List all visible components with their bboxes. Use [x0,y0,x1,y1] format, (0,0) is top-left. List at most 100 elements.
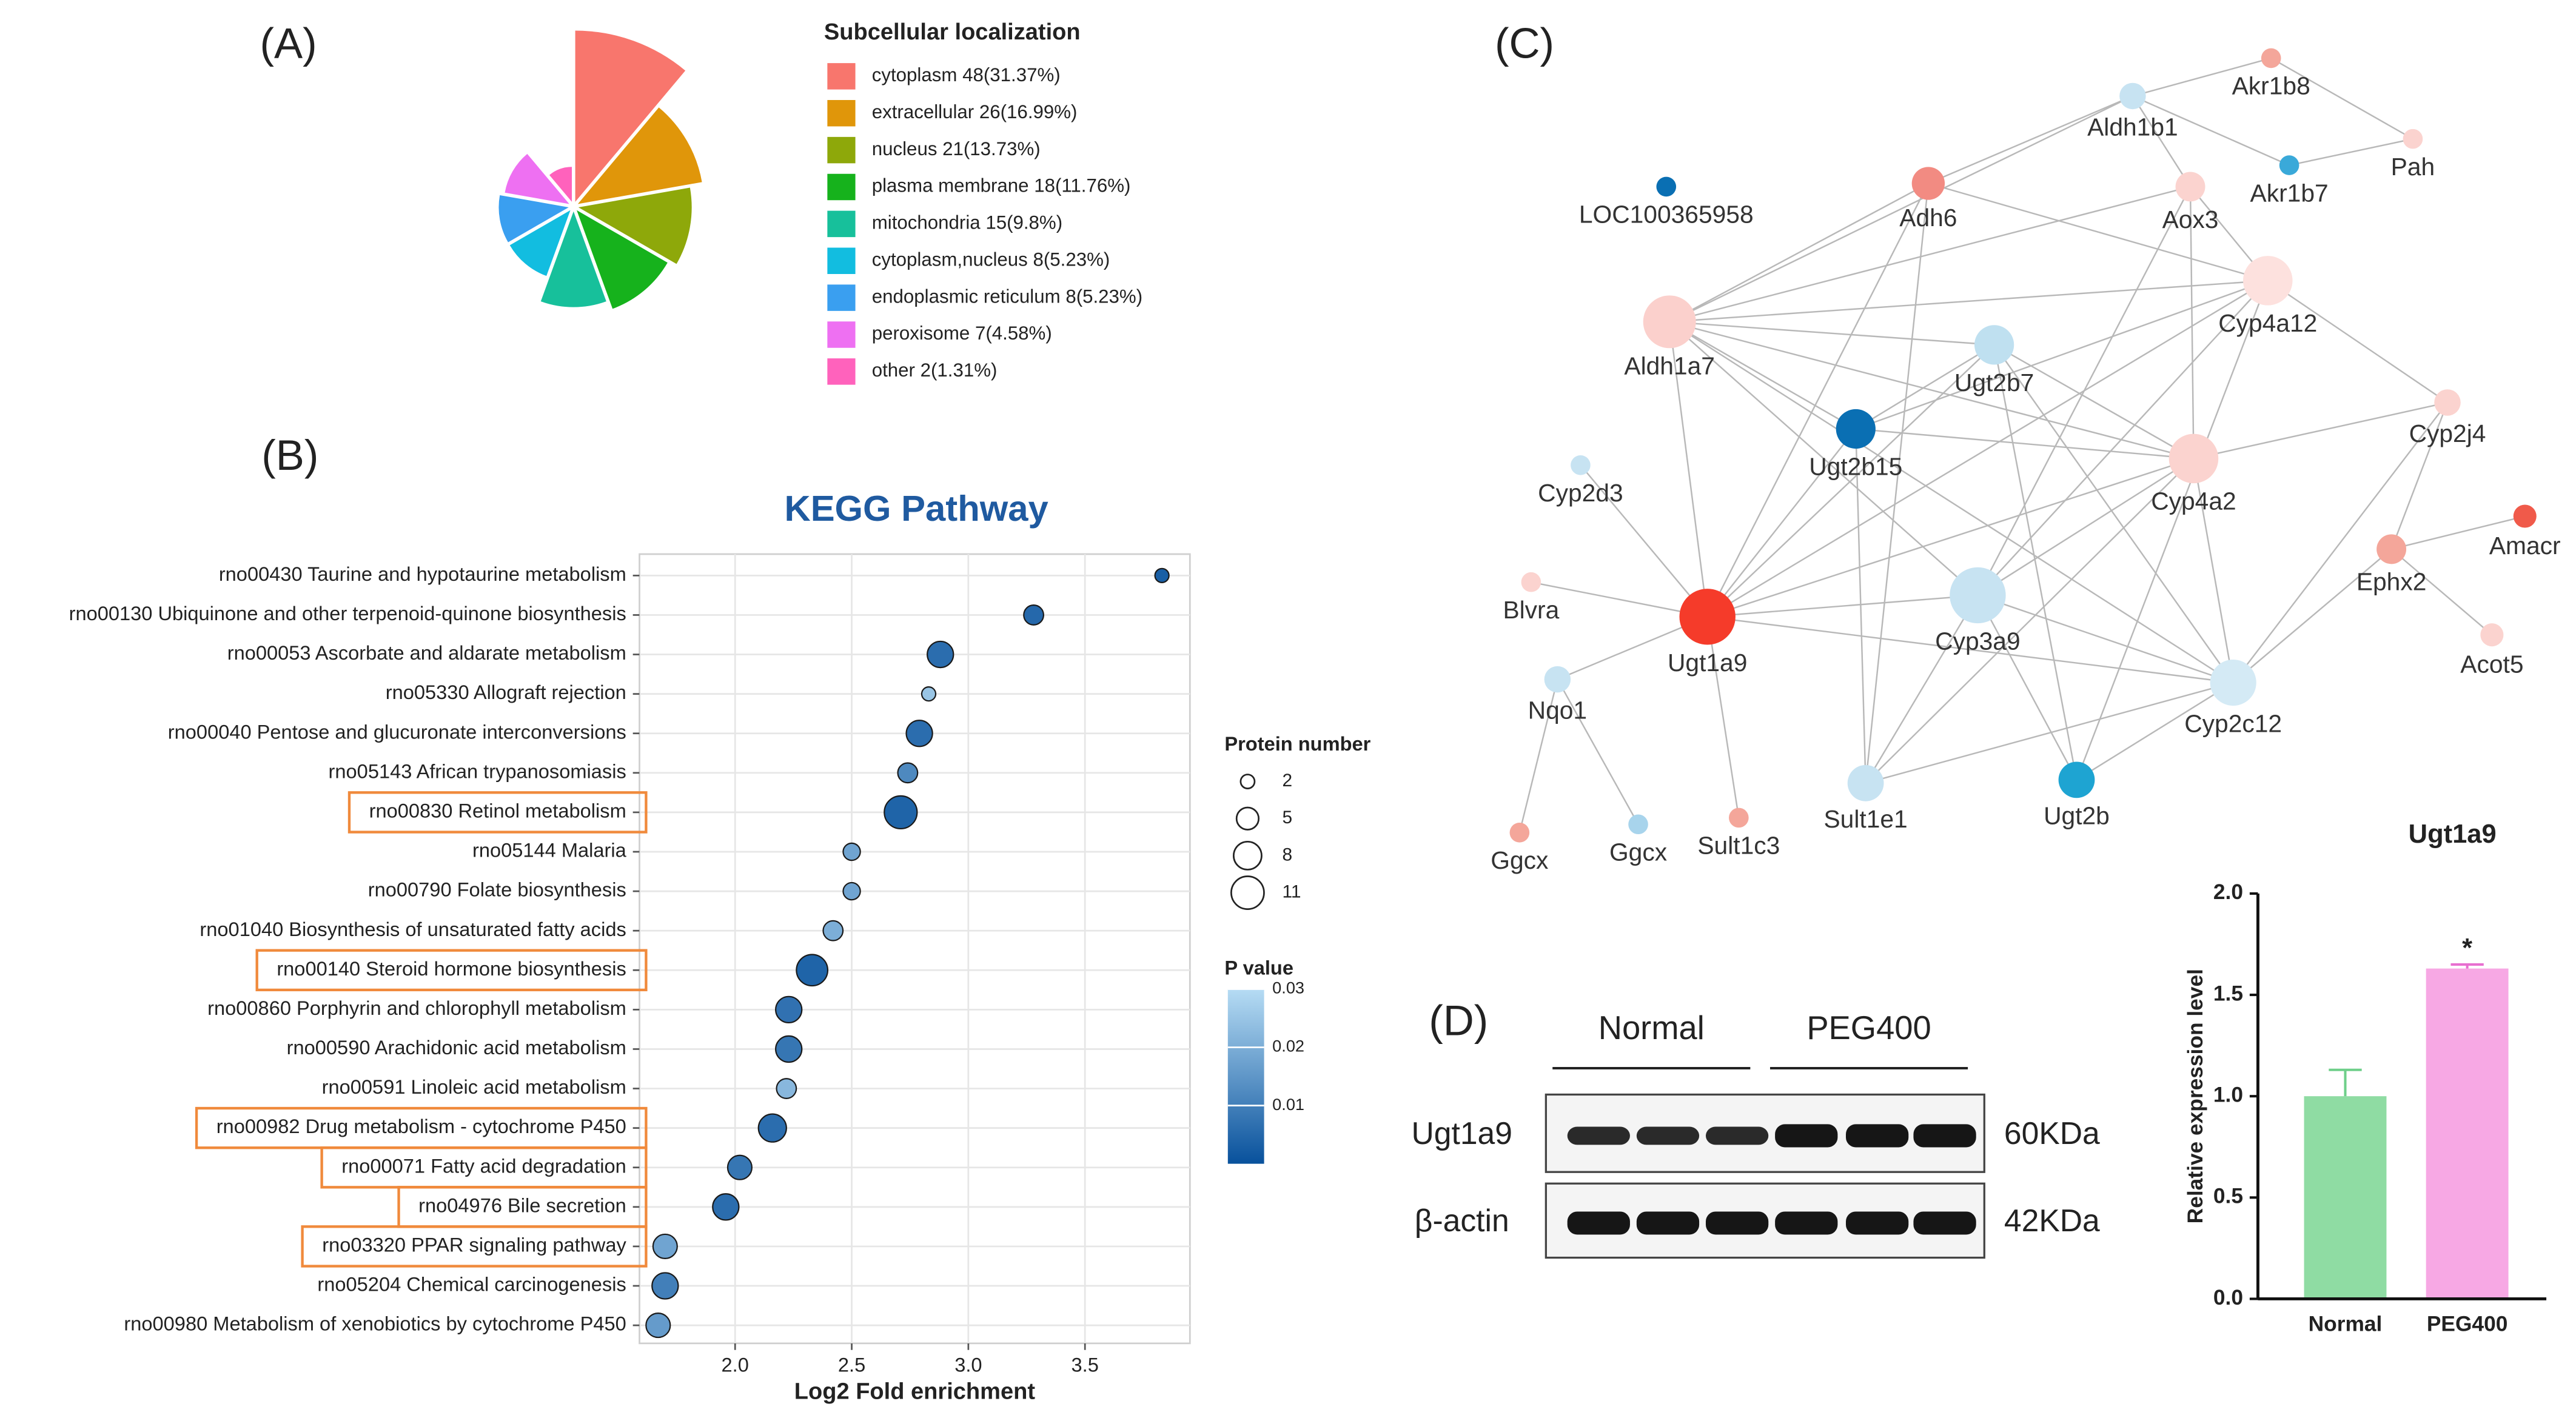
network-node [1643,295,1696,349]
x-tick-label: Normal [2309,1312,2383,1336]
bubble [757,1113,787,1143]
network-node [2434,389,2461,416]
blot-band [1567,1211,1630,1235]
highlight-box [301,1225,648,1268]
network-node [2175,172,2205,202]
y-tick-label: rno05204 Chemical carcinogenesis [317,1273,626,1296]
bubble [1154,567,1170,583]
blot-band [1705,1126,1769,1145]
y-tick-label: rno00830 Retinol metabolism [369,800,626,822]
blot-band [1567,1126,1630,1145]
network-edge [1669,321,1994,346]
network-edge [1669,186,2191,323]
node-label: Aox3 [2162,206,2219,233]
color-legend-title: P value [1224,957,1293,979]
network-edge [1977,595,2078,780]
bubble [652,1233,678,1259]
y-tick-label: rno04976 Bile secretion [418,1194,626,1216]
legend-label: mitochondria 15(9.8%) [872,212,1062,233]
node-label: Amacr [2489,532,2561,560]
rose-wedge [505,153,569,204]
y-tick-label: rno00130 Ubiquinone and other terpenoid-… [69,602,626,624]
y-tick-label: rno00982 Drug metabolism - cytochrome P4… [216,1115,626,1137]
network-edge [1531,581,1708,618]
x-axis-title: Log2 Fold enrichment [794,1379,1036,1404]
node-label: Adh6 [1899,204,1957,232]
node-label: Ugt2b7 [1954,369,2034,396]
bubble [822,920,844,941]
legend-swatch [827,321,856,348]
network-node [2279,155,2299,175]
chart-title: KEGG Pathway [785,488,1048,529]
network-node [2168,433,2219,484]
network-node [1974,325,2014,365]
node-label: Pah [2391,153,2435,181]
legend-label: extracellular 26(16.99%) [872,101,1078,122]
network-edge [2132,57,2272,97]
y-axis-title: Relative expression level [2184,969,2207,1223]
size-legend-label: 8 [1282,844,1292,865]
network-edge [1669,279,2268,323]
network-edge [2132,95,2290,166]
size-legend-label: 2 [1282,771,1292,791]
rose-wedge [578,187,692,264]
bubble [712,1193,740,1221]
node-label: Aldh1b1 [2087,113,2178,141]
chart-title: Ugt1a9 [2409,820,2497,849]
size-legend-label: 5 [1282,808,1292,828]
bubble [921,686,937,702]
node-label: Cyp2d3 [1538,479,1623,507]
blot-band [1845,1124,1909,1148]
legend-label: peroxisome 7(4.58%) [872,323,1052,344]
network-edge [1706,428,1857,618]
network-edge [2390,548,2493,636]
node-label: Sult1c3 [1697,832,1780,860]
y-tick-label: rno00140 Steroid hormone biosynthesis [277,957,626,980]
legend-swatch [827,173,856,201]
node-label: Sult1e1 [1823,805,1907,833]
bubble [775,995,803,1024]
y-tick-label: rno00053 Ascorbate and aldarate metaboli… [227,641,626,664]
network-node [2242,256,2293,306]
network-node [1911,167,1945,200]
network-edge [1668,321,1708,617]
panel-label: (D) [1429,996,1488,1044]
legend-label: endoplasmic reticulum 8(5.23%) [872,286,1142,307]
network-edge [2132,95,2192,187]
bubble [651,1272,679,1300]
network-node [2261,48,2281,69]
size-legend-mark [1232,840,1263,871]
blot-band [1845,1211,1909,1235]
blot-band [1636,1211,1700,1235]
bubble [927,640,954,669]
network-edge [1855,344,1995,430]
size-legend-mark [1235,806,1260,831]
plot-area [639,553,1191,1345]
legend-swatch [827,136,856,164]
network-edge [2390,402,2449,550]
network-edge [1856,428,2194,460]
network-edge [1865,458,2195,784]
colorbar [1227,989,1264,1164]
legend-swatch [827,99,856,127]
rose-wedge [540,211,606,307]
network-edge [1977,280,2269,596]
group-label: Normal [1598,1009,1705,1046]
blot-band [1705,1211,1769,1235]
size-label: 42KDa [2004,1203,2100,1238]
node-label: Cyp4a12 [2218,309,2317,337]
bar [2304,1096,2387,1299]
network-edge [1707,594,1978,618]
legend-label: nucleus 21(13.73%) [872,138,1041,159]
node-label: Akr1b8 [2232,72,2310,100]
network-node [1847,764,1884,801]
rose-wedge [549,167,572,202]
bubble [842,842,861,861]
legend-swatch [827,358,856,385]
network-node [1571,455,1591,475]
y-tick-label: rno05143 African trypanosomiasis [329,760,626,782]
network-node [1950,567,2006,624]
x-tick-label: 2.0 [722,1354,749,1376]
y-tick-label: rno00071 Fatty acid degradation [341,1154,626,1177]
network-node [1836,409,1876,449]
